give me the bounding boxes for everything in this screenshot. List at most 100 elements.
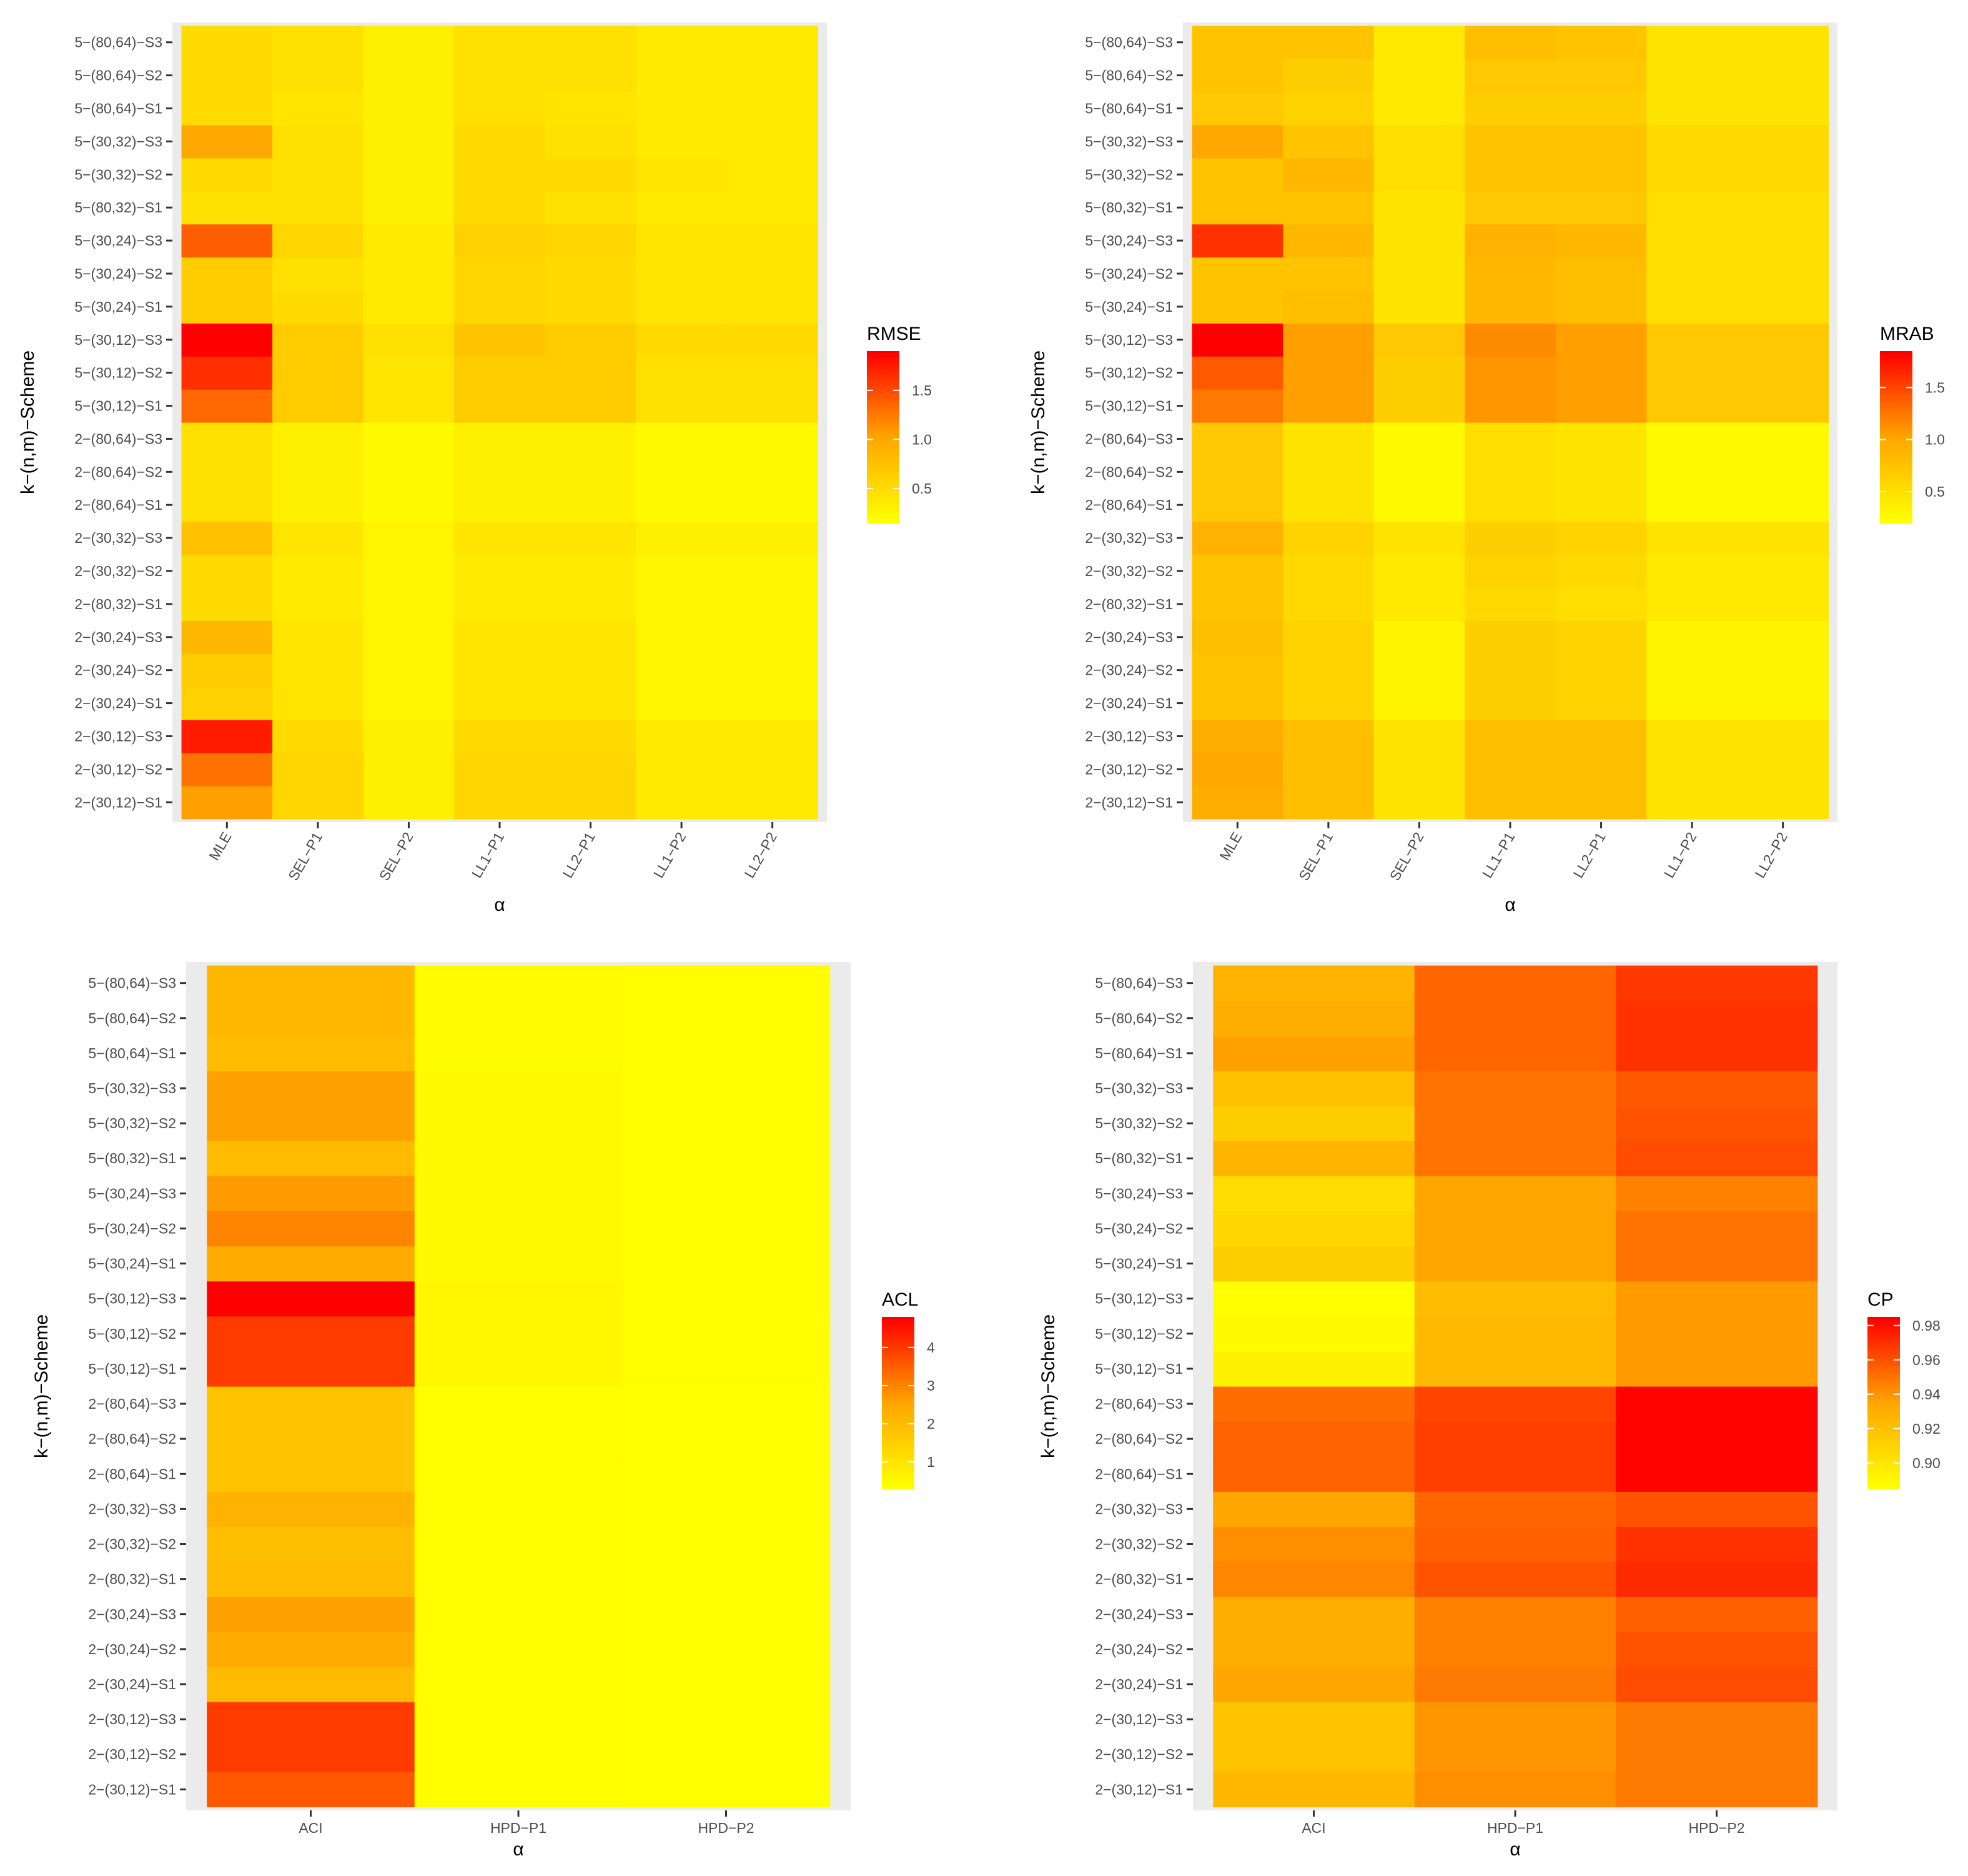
heatmap-cell: [622, 1666, 831, 1702]
heatmap-cell: [1283, 59, 1375, 92]
heatmap-cell: [454, 653, 546, 687]
heatmap-cell: [1213, 1035, 1415, 1071]
y-tick-label: 2−(30,32)−S2: [88, 1536, 176, 1552]
heatmap-cell: [207, 1386, 415, 1422]
heatmap-cell: [1373, 157, 1465, 192]
legend-gradient-step: [882, 1325, 914, 1329]
heatmap-cell: [272, 587, 364, 621]
legend-gradient-step: [867, 434, 899, 438]
y-tick-label: 5−(80,64)−S3: [1095, 975, 1183, 991]
legend-gradient-step: [1880, 394, 1912, 398]
heatmap-cell: [636, 521, 728, 555]
legend-gradient-step: [1867, 1374, 1900, 1378]
heatmap-cell: [1192, 785, 1283, 820]
heatmap-cell: [454, 785, 546, 820]
legend-gradient-step: [1867, 1331, 1900, 1335]
heatmap-cell: [545, 488, 636, 522]
heatmap-cell: [1373, 124, 1465, 159]
heatmap-cell: [1616, 1246, 1818, 1282]
legend-gradient-step: [882, 1462, 914, 1467]
heatmap-cell: [1283, 124, 1375, 159]
heatmap-cell: [1555, 290, 1647, 324]
legend-gradient-step: [1867, 1379, 1900, 1384]
heatmap-cell: [1616, 1421, 1818, 1457]
legend-gradient-step: [1867, 1451, 1900, 1455]
heatmap-cell: [181, 26, 273, 59]
x-tick-label: ACI: [1302, 1820, 1325, 1836]
legend-tick-label: 0.96: [1912, 1352, 1941, 1368]
heatmap-cell: [1213, 1491, 1415, 1527]
heatmap-cell: [622, 965, 831, 1001]
legend-gradient-step: [1867, 1365, 1900, 1369]
heatmap-cell: [1414, 1772, 1616, 1807]
legend-gradient-step: [1867, 1428, 1900, 1432]
heatmap-cell: [1373, 620, 1465, 654]
heatmap-cell: [545, 687, 636, 720]
heatmap-cell: [181, 124, 273, 159]
y-tick-label: 5−(80,64)−S3: [74, 34, 162, 51]
legend-gradient-step: [1867, 1446, 1900, 1449]
legend-gradient-step: [1867, 1323, 1900, 1326]
heatmap-cell: [414, 1666, 623, 1702]
heatmap-cell: [545, 224, 636, 258]
heatmap-cell: [636, 752, 728, 787]
heatmap-cell: [545, 587, 636, 621]
heatmap-cell: [414, 1421, 623, 1457]
y-tick-label: 2−(30,32)−S2: [74, 563, 162, 579]
heatmap-cell: [726, 554, 819, 588]
heatmap-cell: [454, 521, 546, 555]
legend-tick-label: 1.5: [1925, 379, 1945, 395]
heatmap-cell: [1414, 1421, 1616, 1457]
heatmap-cell: [622, 1702, 831, 1737]
legend-gradient-step: [882, 1434, 914, 1438]
heatmap-cell: [636, 554, 728, 588]
legend-gradient-step: [1880, 368, 1912, 372]
heatmap-cell: [363, 455, 455, 489]
heatmap-cell: [1283, 488, 1375, 522]
y-tick-label: 5−(80,64)−S1: [1095, 1045, 1183, 1061]
legend-gradient-step: [1867, 1382, 1900, 1386]
y-tick-label: 5−(30,32)−S3: [1085, 133, 1173, 149]
heatmap-cell: [181, 720, 273, 753]
legend-gradient-step: [882, 1440, 914, 1444]
heatmap-cell: [207, 1070, 415, 1106]
legend-gradient-step: [882, 1406, 914, 1409]
legend-gradient-step: [882, 1394, 914, 1398]
heatmap-cell: [1616, 1702, 1818, 1737]
heatmap-cell: [1616, 1596, 1818, 1632]
legend-gradient-step: [1867, 1397, 1900, 1401]
heatmap-cell: [545, 191, 636, 225]
legend-gradient-step: [867, 457, 899, 460]
y-tick-label: 5−(30,24)−S1: [1095, 1256, 1183, 1272]
legend-gradient-step: [1880, 379, 1912, 384]
y-tick-label: 2−(80,64)−S3: [88, 1396, 176, 1412]
legend-gradient-step: [1867, 1371, 1900, 1375]
heatmap-cell: [545, 752, 636, 787]
legend-gradient-step: [867, 502, 899, 507]
legend-gradient-step: [1880, 489, 1912, 492]
legend-gradient-step: [882, 1399, 914, 1404]
heatmap-cell: [1555, 59, 1647, 92]
y-tick-label: 5−(80,64)−S3: [88, 975, 176, 991]
y-tick-label: 2−(30,12)−S3: [1085, 728, 1173, 744]
heatmap-cell: [1646, 323, 1738, 357]
y-tick-label: 5−(80,32)−S1: [1085, 199, 1173, 216]
heatmap-cell: [454, 92, 546, 126]
x-axis-title: α: [494, 895, 505, 915]
legend-gradient-step: [867, 365, 899, 369]
legend-gradient-step: [1880, 402, 1912, 406]
legend-gradient-step: [1880, 408, 1912, 412]
y-tick-label: 2−(80,64)−S2: [1085, 464, 1173, 480]
heatmap-cell: [272, 356, 364, 390]
x-tick-label: HPD−P1: [1487, 1820, 1543, 1836]
heatmap-cell: [1737, 521, 1829, 555]
heatmap-cell: [1192, 323, 1283, 357]
legend-gradient-step: [1867, 1345, 1900, 1349]
y-tick-label: 2−(80,64)−S1: [88, 1466, 176, 1482]
y-tick-label: 5−(30,24)−S1: [1085, 299, 1173, 315]
legend-gradient-step: [867, 411, 899, 415]
heatmap-cell: [1465, 224, 1556, 258]
heatmap-cell: [414, 1000, 623, 1036]
heatmap-cell: [1373, 191, 1465, 225]
y-tick-label: 5−(80,64)−S2: [1095, 1010, 1183, 1026]
